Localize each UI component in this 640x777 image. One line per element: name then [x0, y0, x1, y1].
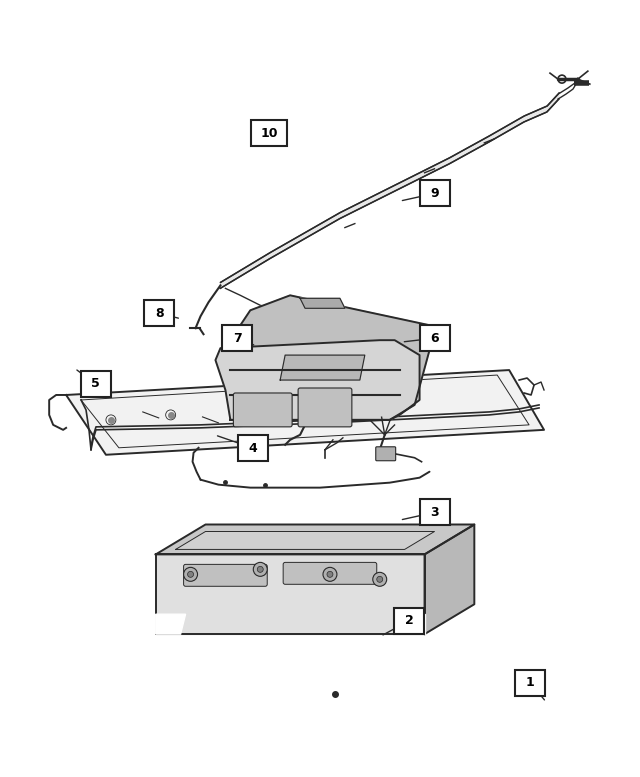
FancyBboxPatch shape: [394, 608, 424, 634]
Polygon shape: [66, 370, 544, 455]
Text: 3: 3: [430, 506, 439, 519]
Polygon shape: [156, 555, 424, 634]
Polygon shape: [230, 295, 429, 420]
Text: 8: 8: [155, 307, 164, 320]
Polygon shape: [156, 524, 474, 555]
FancyBboxPatch shape: [420, 180, 450, 207]
Polygon shape: [156, 614, 186, 634]
FancyBboxPatch shape: [251, 120, 287, 146]
Circle shape: [184, 567, 198, 581]
Text: 5: 5: [92, 378, 100, 390]
Circle shape: [257, 566, 263, 573]
FancyBboxPatch shape: [298, 388, 352, 427]
FancyBboxPatch shape: [515, 670, 545, 695]
Text: 2: 2: [405, 615, 413, 627]
Polygon shape: [220, 93, 559, 288]
FancyBboxPatch shape: [234, 393, 292, 427]
FancyBboxPatch shape: [420, 500, 450, 525]
Polygon shape: [216, 340, 420, 420]
FancyBboxPatch shape: [376, 447, 396, 461]
Polygon shape: [300, 298, 345, 308]
Circle shape: [253, 563, 268, 577]
Polygon shape: [424, 524, 474, 634]
Polygon shape: [280, 355, 365, 380]
Circle shape: [327, 571, 333, 577]
Text: 4: 4: [249, 441, 257, 455]
Circle shape: [188, 571, 193, 577]
FancyBboxPatch shape: [81, 371, 111, 397]
Text: 1: 1: [526, 676, 534, 689]
Text: 6: 6: [430, 332, 439, 345]
Polygon shape: [175, 531, 435, 549]
FancyBboxPatch shape: [283, 563, 377, 584]
Circle shape: [323, 567, 337, 581]
Text: 9: 9: [430, 187, 439, 200]
Circle shape: [372, 573, 387, 587]
Polygon shape: [399, 614, 424, 634]
Text: 7: 7: [233, 332, 241, 345]
FancyBboxPatch shape: [145, 301, 174, 326]
Text: 10: 10: [260, 127, 278, 140]
FancyBboxPatch shape: [238, 435, 268, 461]
FancyBboxPatch shape: [184, 564, 268, 587]
Circle shape: [377, 577, 383, 582]
FancyBboxPatch shape: [420, 326, 450, 351]
FancyBboxPatch shape: [222, 326, 252, 351]
